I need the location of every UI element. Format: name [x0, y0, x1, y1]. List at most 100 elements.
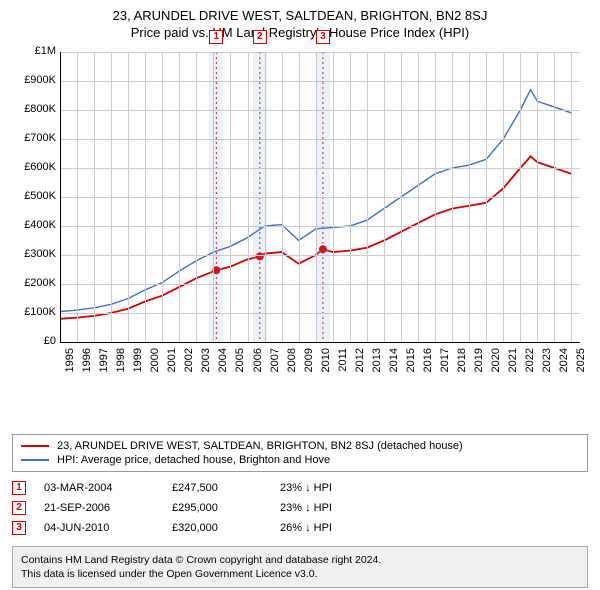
gridline-v: [520, 52, 521, 342]
x-tick-label: 2011: [337, 348, 349, 388]
y-tick-label: £200K: [12, 277, 56, 289]
x-tick-label: 1997: [98, 348, 110, 388]
y-tick-label: £500K: [12, 190, 56, 202]
y-tick-label: £0: [12, 335, 56, 347]
event-shade: [316, 52, 330, 342]
event-price: £320,000: [172, 522, 262, 534]
event-price: £295,000: [172, 502, 262, 514]
x-tick-label: 2008: [286, 348, 298, 388]
event-shade: [209, 52, 223, 342]
legend-row: 23, ARUNDEL DRIVE WEST, SALTDEAN, BRIGHT…: [21, 439, 579, 453]
chart-subtitle: Price paid vs. HM Land Registry's House …: [12, 25, 588, 40]
event-number-box: 2: [12, 501, 26, 515]
y-tick-label: £300K: [12, 248, 56, 260]
x-tick-label: 2023: [541, 348, 553, 388]
x-tick-label: 2005: [234, 348, 246, 388]
event-row: 2 21-SEP-2006 £295,000 23% ↓ HPI: [12, 498, 588, 518]
gridline-v: [435, 52, 436, 342]
x-tick-label: 2009: [303, 348, 315, 388]
gridline-v: [350, 52, 351, 342]
event-marker-box: 3: [316, 30, 330, 44]
gridline-v: [162, 52, 163, 342]
y-tick-label: £1M: [12, 45, 56, 57]
gridline-v: [554, 52, 555, 342]
event-date: 04-JUN-2010: [44, 522, 154, 534]
event-marker-box: 2: [253, 30, 267, 44]
x-tick-label: 2025: [575, 348, 587, 388]
footer-line-1: Contains HM Land Registry data © Crown c…: [21, 553, 579, 567]
gridline-v: [452, 52, 453, 342]
axis-line: [60, 342, 580, 343]
x-tick-label: 2001: [166, 348, 178, 388]
y-tick-label: £400K: [12, 219, 56, 231]
x-tick-label: 2019: [473, 348, 485, 388]
legend-label: 23, ARUNDEL DRIVE WEST, SALTDEAN, BRIGHT…: [57, 440, 463, 452]
legend-label: HPI: Average price, detached house, Brig…: [57, 454, 330, 466]
event-date: 03-MAR-2004: [44, 482, 154, 494]
legend-swatch: [21, 445, 49, 447]
event-row: 103-MAR-2004£247,50023% ↓ HPI: [12, 478, 588, 498]
y-tick-label: £700K: [12, 132, 56, 144]
x-tick-label: 2013: [371, 348, 383, 388]
gridline-v: [77, 52, 78, 342]
gridline-v: [230, 52, 231, 342]
chart-area: £0 £100K £200K £300K £400K £500K £600K £700K £80…: [12, 46, 588, 386]
x-tick-label: 2016: [422, 348, 434, 388]
gridline-v: [486, 52, 487, 342]
x-tick-label: 1999: [132, 348, 144, 388]
footer-line-2: This data is licensed under the Open Gov…: [21, 567, 579, 581]
event-number-box: 1: [12, 481, 26, 495]
gridline-v: [384, 52, 385, 342]
x-tick-label: 2020: [490, 348, 502, 388]
gridline-v: [248, 52, 249, 342]
x-tick-label: 1998: [115, 348, 127, 388]
y-tick-label: £600K: [12, 161, 56, 173]
gridline-v: [571, 52, 572, 342]
gridline-v: [282, 52, 283, 342]
legend-swatch: [21, 459, 49, 461]
plot-region: £0£100K£200K£300K£400K£500K£600K£700K£80…: [60, 52, 580, 342]
legend-row: HPI: Average price, detached house, Brig…: [21, 453, 579, 467]
x-tick-label: 2014: [388, 348, 400, 388]
x-tick-label: 2021: [507, 348, 519, 388]
x-tick-label: 2010: [320, 348, 332, 388]
x-tick-label: 2007: [269, 348, 281, 388]
event-number-box: 3: [12, 521, 26, 535]
gridline-v: [196, 52, 197, 342]
gridline-v: [418, 52, 419, 342]
gridline-v: [503, 52, 504, 342]
event-shade: [253, 52, 267, 342]
gridline-v: [145, 52, 146, 342]
gridline-v: [367, 52, 368, 342]
x-tick-label: 2024: [558, 348, 570, 388]
event-diff: 26% ↓ HPI: [280, 522, 332, 534]
gridline-v: [401, 52, 402, 342]
footer-attribution: Contains HM Land Registry data © Crown c…: [12, 546, 588, 588]
x-tick-label: 2015: [405, 348, 417, 388]
gridline-v: [94, 52, 95, 342]
x-tick-label: 2002: [183, 348, 195, 388]
y-tick-label: £800K: [12, 103, 56, 115]
x-tick-label: 2003: [200, 348, 212, 388]
x-tick-label: 2006: [252, 348, 264, 388]
x-tick-label: 1996: [81, 348, 93, 388]
x-tick-label: 2000: [149, 348, 161, 388]
gridline-v: [299, 52, 300, 342]
gridline-v: [333, 52, 334, 342]
x-tick-label: 1995: [64, 348, 76, 388]
gridline-v: [537, 52, 538, 342]
gridline-v: [179, 52, 180, 342]
x-tick-label: 2017: [439, 348, 451, 388]
x-tick-label: 2012: [354, 348, 366, 388]
event-diff: 23% ↓ HPI: [280, 502, 332, 514]
x-tick-label: 2018: [456, 348, 468, 388]
event-marker-box: 1: [209, 30, 223, 44]
event-date: 21-SEP-2006: [44, 502, 154, 514]
events-table: 103-MAR-2004£247,50023% ↓ HPI221-SEP-200…: [12, 478, 588, 538]
axis-line: [60, 52, 61, 342]
y-tick-label: £100K: [12, 306, 56, 318]
y-tick-label: £900K: [12, 74, 56, 86]
legend-box: 23, ARUNDEL DRIVE WEST, SALTDEAN, BRIGHT…: [12, 434, 588, 472]
event-row: 3 04-JUN-2010 £320,000 26% ↓ HPI: [12, 518, 588, 538]
x-tick-label: 2004: [217, 348, 229, 388]
